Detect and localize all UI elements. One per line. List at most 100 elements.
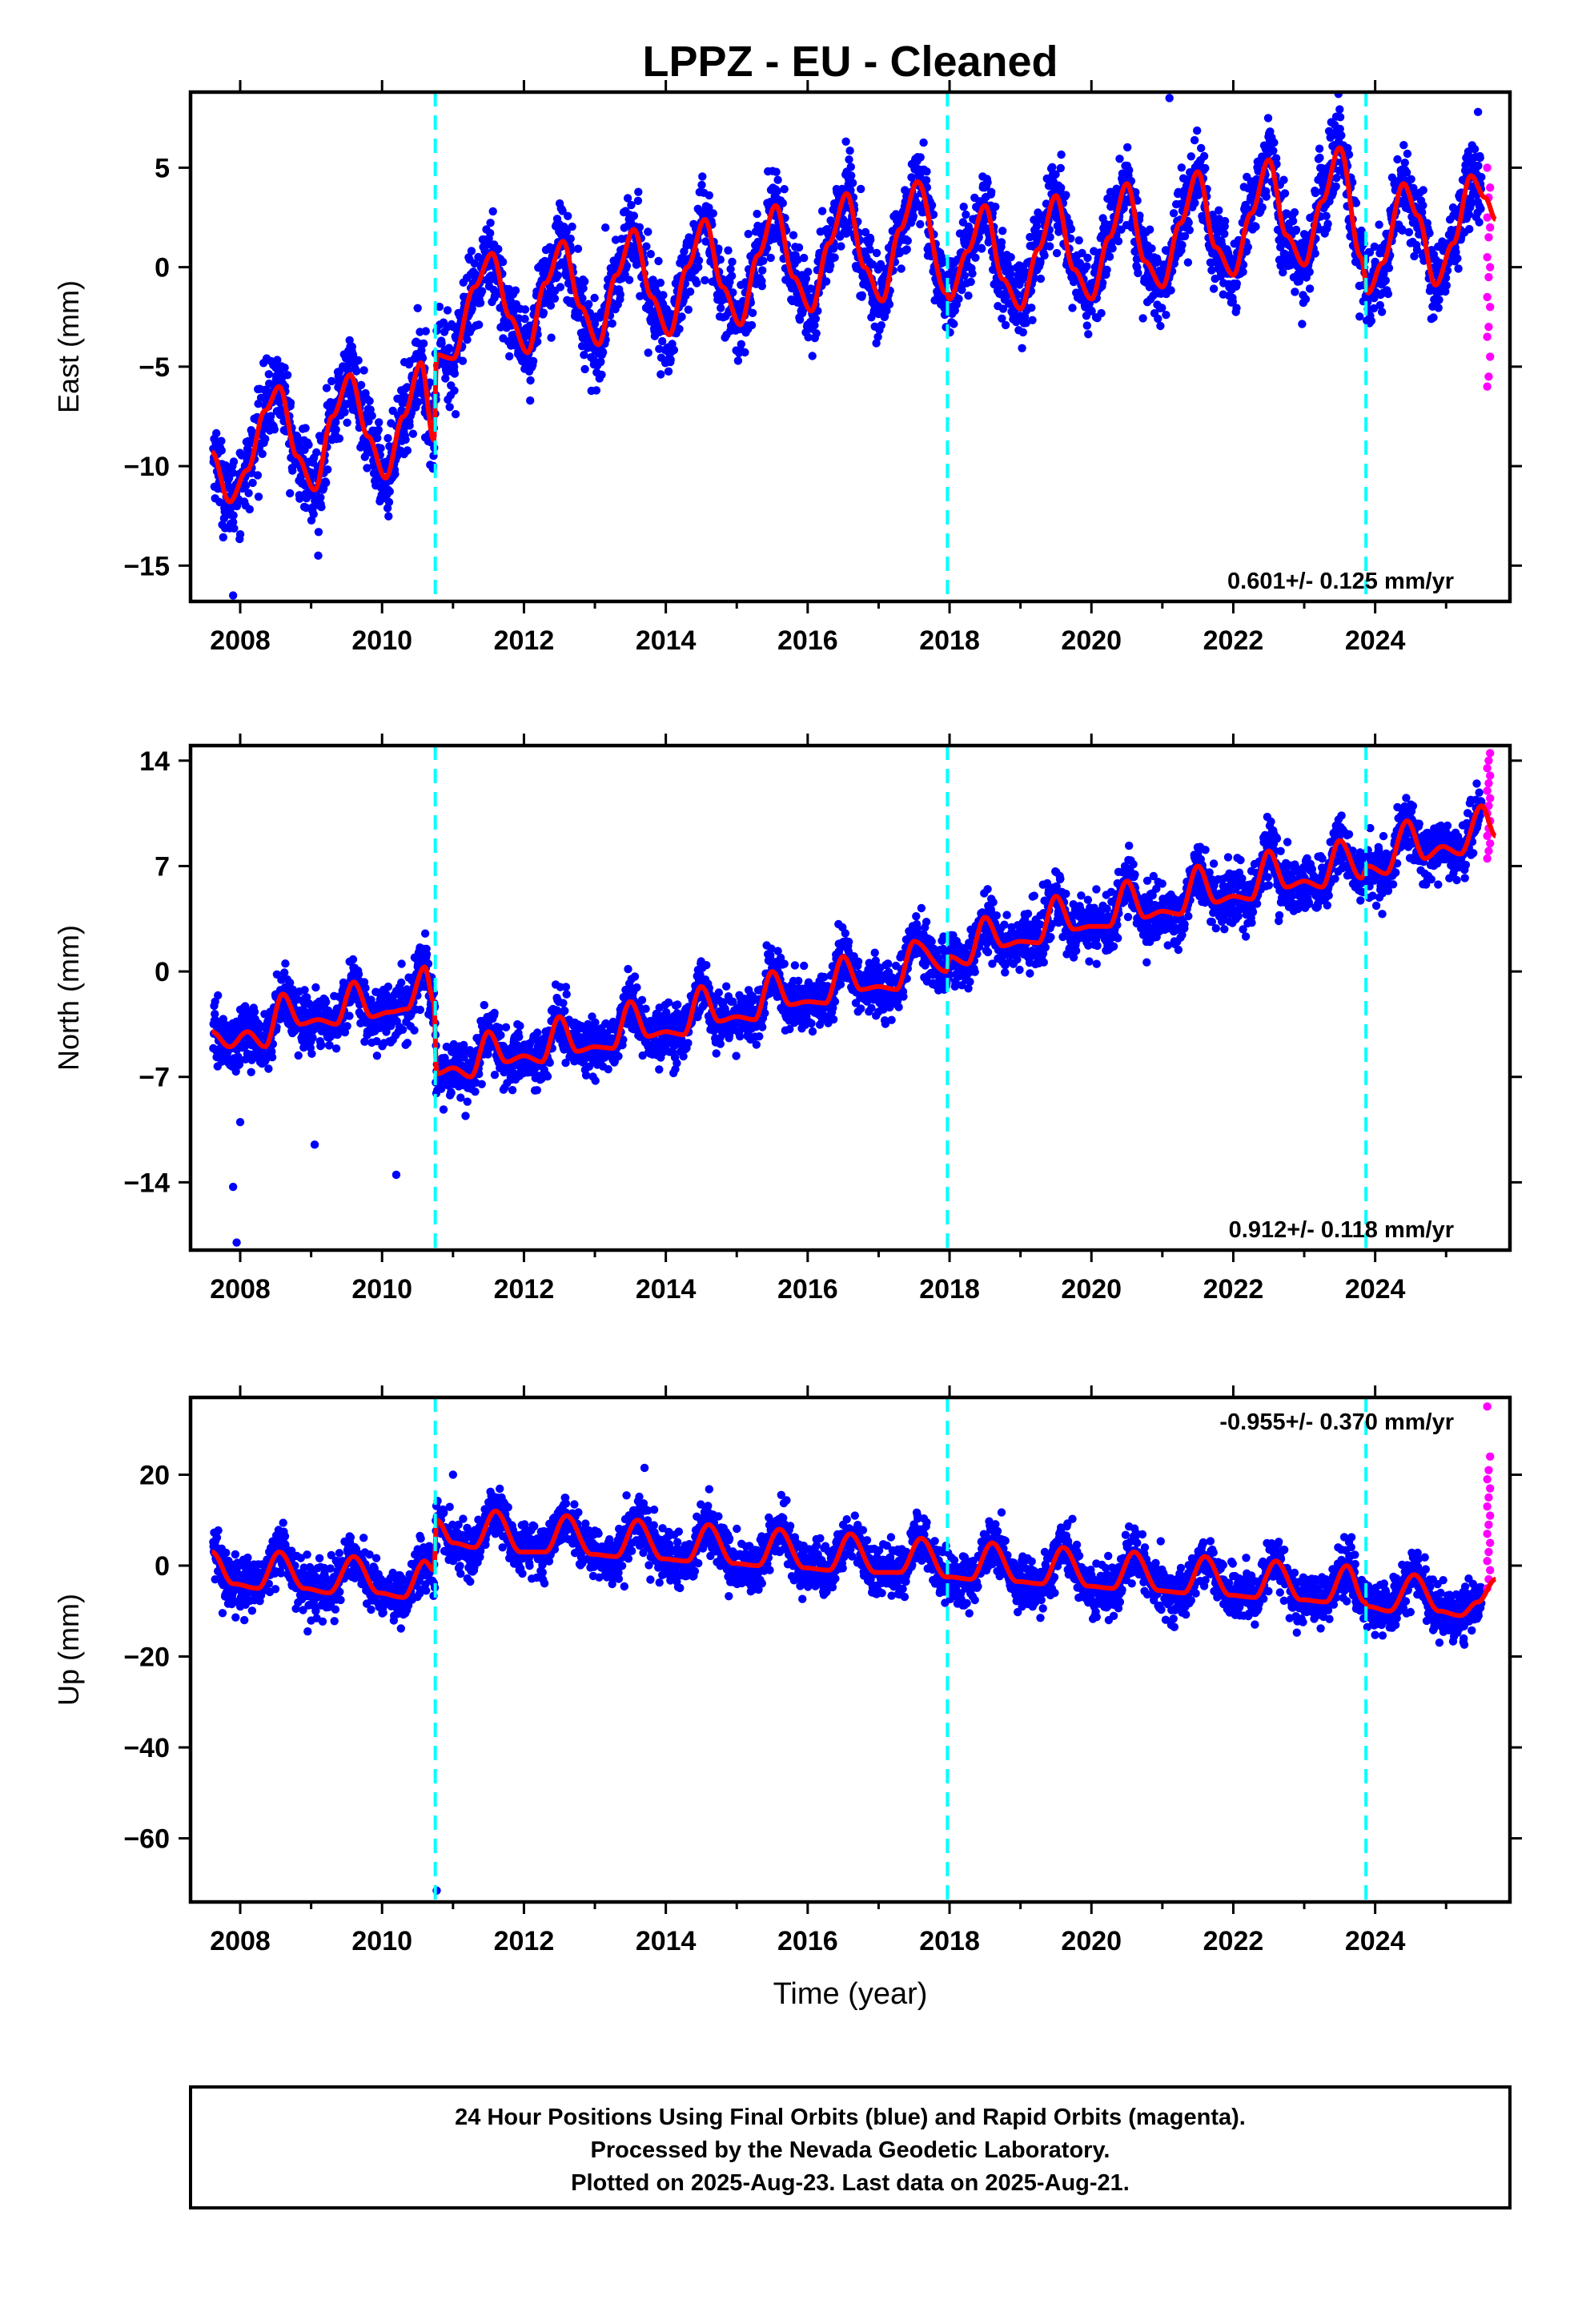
east-point [322,478,331,487]
east-point [562,227,571,236]
east-point [1125,166,1134,175]
east-point [962,210,970,219]
east-point [897,264,905,273]
east-point [971,253,980,262]
east-point [955,229,965,238]
east-point [1208,211,1217,219]
east-point [642,242,651,251]
east-point [580,277,589,286]
east-point [1464,210,1474,219]
east-point [520,305,530,314]
north-point [219,1015,227,1023]
east-point [794,243,804,252]
east-point [921,175,931,185]
east-point [861,227,870,237]
east-point [286,489,295,498]
east-point [659,291,668,300]
east-point [960,271,970,280]
east-point [1178,240,1186,250]
east-point [444,344,454,352]
east-point [1199,151,1209,161]
east-point [1166,286,1175,295]
east-point [1014,290,1022,300]
east-point [514,314,524,323]
east-x-tick-label: 2024 [1345,625,1406,656]
east-point [929,210,938,219]
east-final-orbit-points [209,92,1486,600]
east-point [539,308,548,317]
east-point [486,219,495,227]
east-point [857,184,865,194]
east-point [919,138,928,147]
east-point [1106,187,1115,196]
east-point [830,253,839,262]
east-point [1156,321,1165,331]
east-point [826,261,835,270]
east-point [304,440,313,449]
east-point [1098,279,1107,287]
east-point [1114,237,1123,246]
east-point [367,412,376,420]
north-point [235,1059,244,1069]
east-point [916,153,925,162]
east-point [528,356,538,366]
east-point [877,321,886,330]
east-point [733,356,743,365]
east-point [1407,175,1415,183]
east-point [1335,124,1344,134]
north-point [471,1088,480,1096]
east-rapid-point [1485,303,1495,312]
east-point [729,288,737,297]
east-point [1384,263,1394,272]
east-point [217,436,226,445]
east-point [413,397,423,407]
east-point [419,339,428,348]
east-point [1311,249,1319,258]
east-rate-annotation: 0.601+/- 0.125 mm/yr [1227,569,1454,594]
east-point [804,333,813,342]
east-point [778,199,787,207]
east-point [441,374,450,383]
east-point [685,287,695,296]
east-point [309,509,318,519]
east-point [212,428,221,438]
east-point [1429,313,1438,322]
east-point [1453,254,1462,263]
east-point [629,211,639,220]
east-point [494,244,503,254]
east-point [1018,328,1028,337]
east-point [1083,253,1092,263]
east-point [1474,161,1483,171]
north-point [250,1007,259,1016]
east-point [546,301,556,310]
east-point [261,434,270,444]
east-point [401,435,410,444]
east-point [1305,284,1315,293]
east-point [991,203,1000,211]
east-point [1279,175,1288,184]
east-point [580,364,589,374]
east-panel: 2008 2010 2012 2014 2016 2018 2020 2022 202450−5… [52,80,1522,656]
east-point [964,292,973,300]
east-point [254,493,263,501]
east-point [235,530,245,539]
east-point [217,446,226,455]
east-point [1026,232,1034,242]
east-point [773,187,781,195]
east-point [556,283,565,292]
east-rapid-orbit-points [1483,163,1495,391]
east-point [230,524,239,533]
east-point [526,376,535,385]
east-point [1476,153,1484,163]
east-point [1197,143,1206,153]
east-point [1344,150,1354,159]
north-point [322,998,331,1007]
east-point [837,242,845,251]
east-point [335,434,344,443]
east-point [741,348,749,357]
east-point [633,196,643,205]
east-point [343,418,351,427]
east-point [1022,319,1030,328]
east-point [553,271,562,280]
east-rapid-point [1484,372,1493,381]
